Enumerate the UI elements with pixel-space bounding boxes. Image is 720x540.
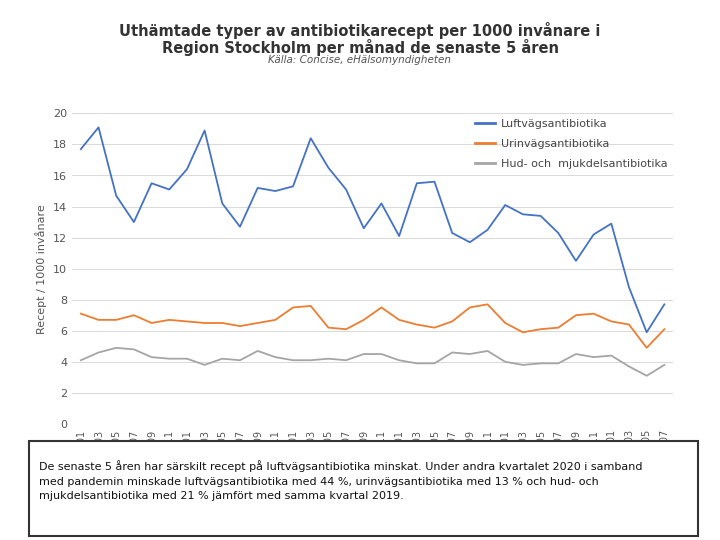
Text: Region Stockholm per månad de senaste 5 åren: Region Stockholm per månad de senaste 5 … [161, 39, 559, 56]
Y-axis label: Recept / 1000 invånare: Recept / 1000 invånare [35, 204, 48, 334]
FancyBboxPatch shape [29, 441, 698, 536]
Text: Uthämtade typer av antibiotikarecept per 1000 invånare i: Uthämtade typer av antibiotikarecept per… [120, 22, 600, 38]
Text: Källa: Concise, eHälsomyndigheten: Källa: Concise, eHälsomyndigheten [269, 55, 451, 65]
Legend: Luftvägsantibiotika, Urinvägsantibiotika, Hud- och  mjukdelsantibiotika: Luftvägsantibiotika, Urinvägsantibiotika… [471, 114, 672, 173]
Text: De senaste 5 åren har särskilt recept på luftvägsantibiotika minskat. Under andr: De senaste 5 åren har särskilt recept på… [39, 461, 642, 501]
